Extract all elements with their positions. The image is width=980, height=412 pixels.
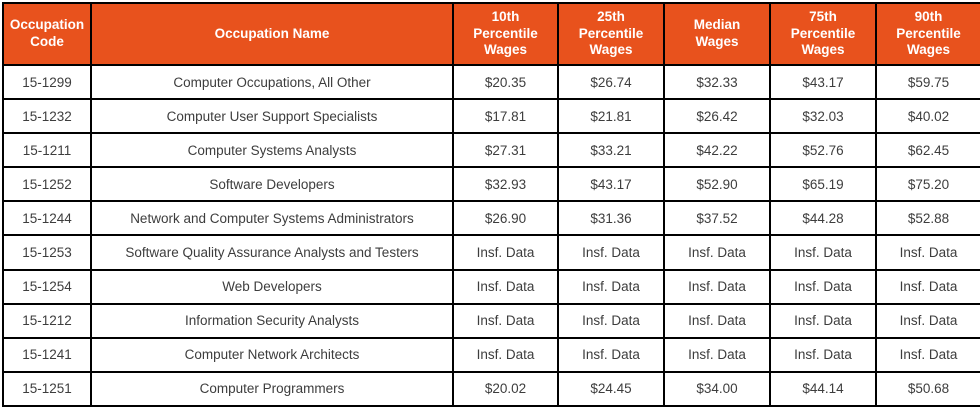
cell-occupation-code: 15-1211	[2, 132, 92, 169]
table-row: 15-1251 Computer Programmers $20.02 $24.…	[2, 370, 980, 408]
col-header-occupation-code: Occupation Code	[2, 2, 92, 66]
cell-wage-90th: $52.88	[875, 200, 980, 237]
cell-occupation-code: 15-1212	[2, 302, 92, 339]
cell-wage-75th: Insf. Data	[769, 234, 877, 271]
col-header-occupation-name: Occupation Name	[90, 2, 454, 66]
cell-wage-25th: Insf. Data	[557, 268, 665, 305]
col-header-25th-percentile: 25th Percentile Wages	[557, 2, 665, 66]
cell-wage-90th: $75.20	[875, 166, 980, 203]
cell-wage-median: $52.90	[663, 166, 771, 203]
cell-occupation-name: Information Security Analysts	[90, 302, 454, 339]
cell-wage-25th: $21.81	[557, 98, 665, 135]
cell-wage-25th: $33.21	[557, 132, 665, 169]
cell-wage-median: Insf. Data	[663, 302, 771, 339]
table-row: 15-1244 Network and Computer Systems Adm…	[2, 200, 980, 237]
cell-wage-25th: $31.36	[557, 200, 665, 237]
cell-wage-75th: $44.28	[769, 200, 877, 237]
cell-occupation-name: Computer Occupations, All Other	[90, 63, 454, 101]
cell-wage-90th: Insf. Data	[875, 336, 980, 373]
cell-occupation-code: 15-1232	[2, 98, 92, 135]
cell-wage-75th: $44.14	[769, 370, 877, 408]
cell-wage-10th: Insf. Data	[452, 302, 559, 339]
table-row: 15-1254 Web Developers Insf. Data Insf. …	[2, 268, 980, 305]
cell-wage-10th: $32.93	[452, 166, 559, 203]
cell-wage-90th: $62.45	[875, 132, 980, 169]
cell-occupation-code: 15-1241	[2, 336, 92, 373]
cell-occupation-code: 15-1253	[2, 234, 92, 271]
cell-wage-75th: $43.17	[769, 63, 877, 101]
table-row: 15-1253 Software Quality Assurance Analy…	[2, 234, 980, 271]
table-header-row: Occupation Code Occupation Name 10th Per…	[2, 2, 980, 66]
table-row: 15-1241 Computer Network Architects Insf…	[2, 336, 980, 373]
cell-wage-median: $32.33	[663, 63, 771, 101]
cell-wage-25th: $24.45	[557, 370, 665, 408]
cell-wage-median: Insf. Data	[663, 234, 771, 271]
cell-occupation-name: Software Developers	[90, 166, 454, 203]
cell-occupation-name: Computer Network Architects	[90, 336, 454, 373]
cell-wage-10th: Insf. Data	[452, 234, 559, 271]
cell-wage-75th: Insf. Data	[769, 302, 877, 339]
col-header-median: Median Wages	[663, 2, 771, 66]
col-header-90th-percentile: 90th Percentile Wages	[875, 2, 980, 66]
cell-wage-75th: $52.76	[769, 132, 877, 169]
cell-occupation-name: Computer Systems Analysts	[90, 132, 454, 169]
cell-wage-10th: Insf. Data	[452, 268, 559, 305]
col-header-75th-percentile: 75th Percentile Wages	[769, 2, 877, 66]
col-header-10th-percentile: 10th Percentile Wages	[452, 2, 559, 66]
cell-occupation-name: Computer User Support Specialists	[90, 98, 454, 135]
cell-occupation-code: 15-1299	[2, 63, 92, 101]
table-row: 15-1232 Computer User Support Specialist…	[2, 98, 980, 135]
cell-occupation-name: Software Quality Assurance Analysts and …	[90, 234, 454, 271]
cell-occupation-name: Web Developers	[90, 268, 454, 305]
table-row: 15-1211 Computer Systems Analysts $27.31…	[2, 132, 980, 169]
cell-wage-10th: Insf. Data	[452, 336, 559, 373]
cell-wage-90th: $40.02	[875, 98, 980, 135]
cell-wage-90th: $59.75	[875, 63, 980, 101]
cell-wage-75th: Insf. Data	[769, 336, 877, 373]
cell-wage-90th: Insf. Data	[875, 268, 980, 305]
table-row: 15-1299 Computer Occupations, All Other …	[2, 63, 980, 101]
table-row: 15-1252 Software Developers $32.93 $43.1…	[2, 166, 980, 203]
cell-wage-10th: $17.81	[452, 98, 559, 135]
cell-occupation-name: Network and Computer Systems Administrat…	[90, 200, 454, 237]
cell-occupation-name: Computer Programmers	[90, 370, 454, 408]
cell-wage-median: $37.52	[663, 200, 771, 237]
cell-occupation-code: 15-1251	[2, 370, 92, 408]
cell-wage-median: $26.42	[663, 98, 771, 135]
cell-wage-90th: Insf. Data	[875, 302, 980, 339]
cell-wage-25th: Insf. Data	[557, 234, 665, 271]
cell-wage-25th: $43.17	[557, 166, 665, 203]
cell-occupation-code: 15-1254	[2, 268, 92, 305]
cell-wage-75th: $32.03	[769, 98, 877, 135]
cell-wage-75th: $65.19	[769, 166, 877, 203]
table-row: 15-1212 Information Security Analysts In…	[2, 302, 980, 339]
cell-wage-median: $42.22	[663, 132, 771, 169]
cell-wage-75th: Insf. Data	[769, 268, 877, 305]
cell-wage-10th: $27.31	[452, 132, 559, 169]
cell-occupation-code: 15-1252	[2, 166, 92, 203]
cell-wage-25th: $26.74	[557, 63, 665, 101]
cell-wage-10th: $26.90	[452, 200, 559, 237]
cell-wage-25th: Insf. Data	[557, 302, 665, 339]
cell-wage-10th: $20.35	[452, 63, 559, 101]
cell-wage-90th: $50.68	[875, 370, 980, 408]
cell-wage-90th: Insf. Data	[875, 234, 980, 271]
cell-wage-10th: $20.02	[452, 370, 559, 408]
cell-wage-median: Insf. Data	[663, 268, 771, 305]
cell-wage-median: $34.00	[663, 370, 771, 408]
cell-wage-median: Insf. Data	[663, 336, 771, 373]
cell-occupation-code: 15-1244	[2, 200, 92, 237]
cell-wage-25th: Insf. Data	[557, 336, 665, 373]
